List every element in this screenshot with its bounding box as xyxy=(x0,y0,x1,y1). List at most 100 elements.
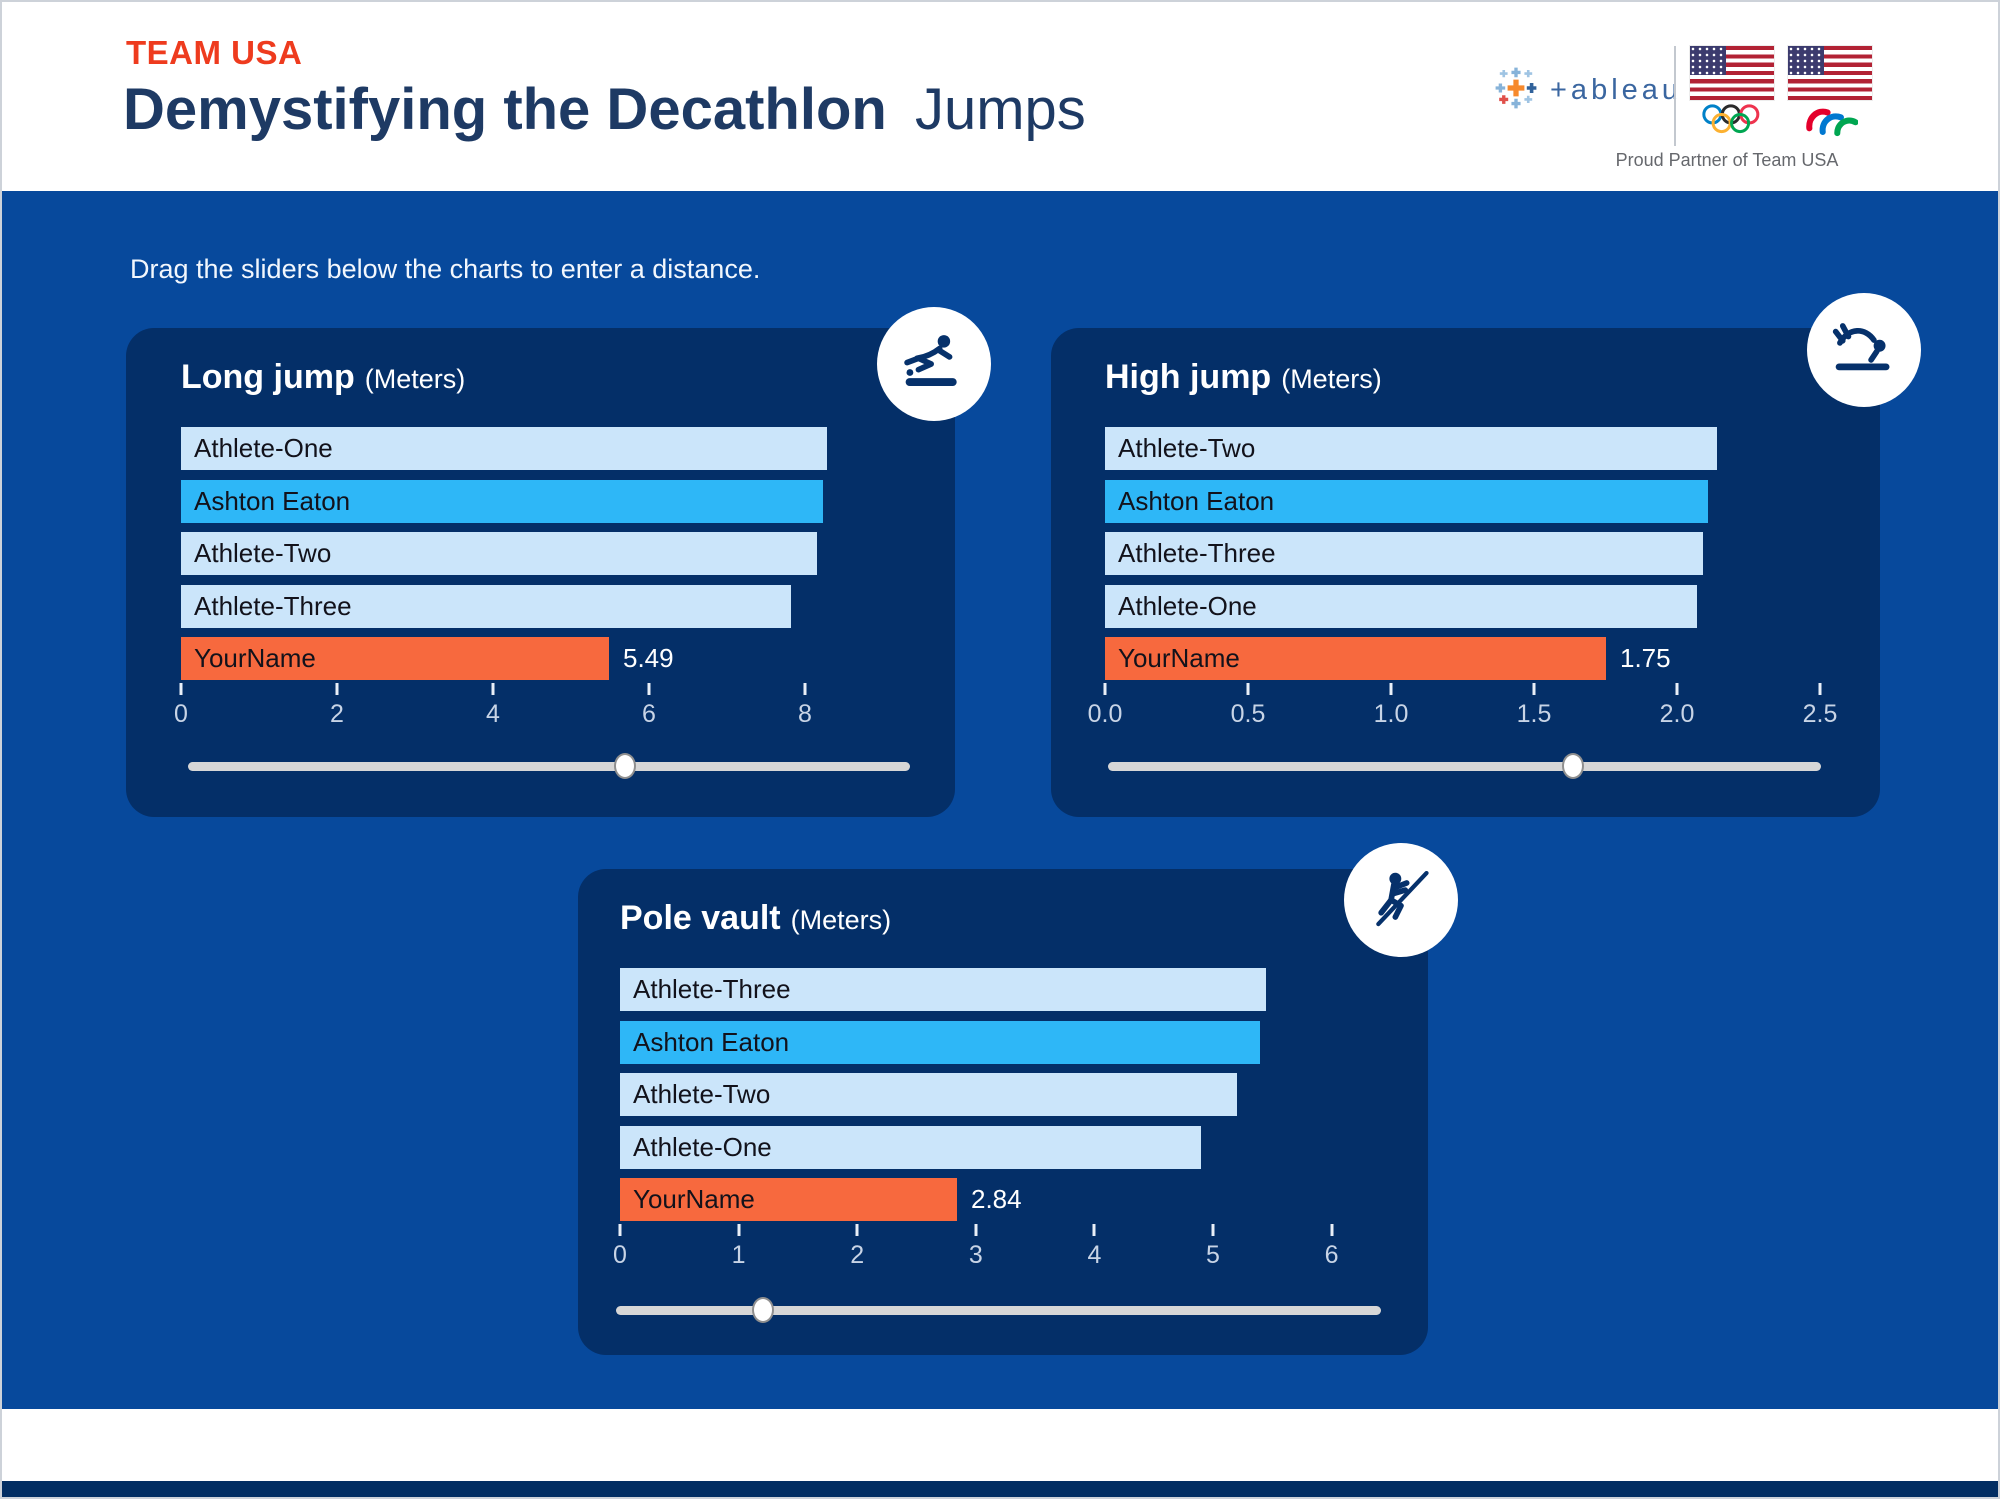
axis-tick xyxy=(1675,683,1679,695)
axis-tick xyxy=(179,683,183,695)
axis-tick xyxy=(1103,683,1107,695)
axis-tick-label: 2 xyxy=(330,700,344,728)
axis-tick-label: 6 xyxy=(642,700,656,728)
axis-tick xyxy=(974,1224,978,1236)
header: TEAM USA Demystifying the Decathlon Jump… xyxy=(2,2,1998,191)
distance-slider-track[interactable] xyxy=(616,1306,1381,1315)
bar-label: Athlete-Three xyxy=(1118,538,1276,568)
axis-tick-label: 0.5 xyxy=(1230,700,1266,728)
bottom-strip xyxy=(2,1481,1998,1497)
tableau-wordmark: +ableau xyxy=(1550,74,1683,106)
axis-tick xyxy=(737,1224,741,1236)
distance-slider-thumb[interactable] xyxy=(752,1297,774,1323)
bar-athlete-one[interactable]: Athlete-One xyxy=(620,1126,1201,1169)
distance-slider-track[interactable] xyxy=(188,762,910,771)
bar-label: YourName xyxy=(194,643,316,673)
axis-tick xyxy=(1330,1224,1334,1236)
tableau-glyph-icon xyxy=(1495,67,1537,109)
page-title-main: Demystifying the Decathlon xyxy=(123,77,887,142)
bar-athlete-one[interactable]: Athlete-One xyxy=(1105,585,1697,628)
header-kicker: TEAM USA xyxy=(126,34,303,71)
axis-tick-label: 0.0 xyxy=(1087,700,1123,728)
axis-tick xyxy=(335,683,339,695)
chart-title-text: Pole vault xyxy=(620,899,781,937)
axis-tick-label: 6 xyxy=(1324,1241,1339,1269)
bar-label: Ashton Eaton xyxy=(633,1027,790,1057)
olympic-rings-icon xyxy=(1702,104,1760,134)
long-jump-badge xyxy=(877,307,991,421)
bar-athlete-one[interactable]: Athlete-One xyxy=(181,427,827,470)
axis-tick xyxy=(618,1224,622,1236)
bar-label: YourName xyxy=(1118,643,1240,673)
bar-athlete-two[interactable]: Athlete-Two xyxy=(181,532,817,575)
high-jump-badge xyxy=(1807,293,1921,407)
axis-tick-label: 0 xyxy=(174,700,188,728)
axis-tick xyxy=(491,683,495,695)
long-jumper-icon xyxy=(904,335,957,386)
axis-tick-label: 2.0 xyxy=(1659,700,1695,728)
axis-tick-label: 1.5 xyxy=(1516,700,1552,728)
chart-title-text: Long jump xyxy=(181,358,355,396)
distance-slider-track[interactable] xyxy=(1108,762,1821,771)
chart-title: High jump (Meters) xyxy=(1105,358,1382,397)
axis-tick-label: 1.0 xyxy=(1373,700,1409,728)
bar-athlete-two[interactable]: Athlete-Two xyxy=(1105,427,1717,470)
bar-label: Athlete-One xyxy=(1118,591,1257,621)
high-jump-plot: Athlete-Two Ashton Eaton Athlete-Three Athl… xyxy=(1051,328,1880,817)
bar-ashton eaton[interactable]: Ashton Eaton xyxy=(181,480,823,523)
long-jump-plot: Athlete-One Ashton Eaton Athlete-Two Athlet… xyxy=(126,328,955,817)
axis-tick-label: 2.5 xyxy=(1802,700,1838,728)
bar-athlete-three[interactable]: Athlete-Three xyxy=(181,585,791,628)
bar-value-label: 1.75 xyxy=(1620,643,1671,673)
bar-yourname[interactable]: YourName xyxy=(181,637,609,680)
bar-label: Athlete-Two xyxy=(194,538,332,568)
bar-label: Athlete-One xyxy=(633,1132,772,1162)
bar-athlete-three[interactable]: Athlete-Three xyxy=(620,968,1266,1011)
footer: +ableau from Salesforce ‹ Details Track … xyxy=(2,1409,1998,1481)
logo-divider xyxy=(1674,46,1676,146)
distance-slider-thumb[interactable] xyxy=(1562,753,1584,779)
bar-label: Athlete-Three xyxy=(194,591,352,621)
bar-label: Athlete-Two xyxy=(633,1079,771,1109)
pole-vaulter-icon xyxy=(1376,870,1429,927)
instruction-text: Drag the sliders below the charts to ent… xyxy=(130,254,761,284)
chart-unit: (Meters) xyxy=(364,364,466,394)
axis-tick xyxy=(1246,683,1250,695)
distance-slider-thumb[interactable] xyxy=(614,753,636,779)
us-flag-paralympic xyxy=(1788,46,1872,100)
axis-tick-label: 1 xyxy=(731,1241,746,1269)
bar-yourname[interactable]: YourName xyxy=(620,1178,957,1221)
axis-tick xyxy=(1532,683,1536,695)
high-jumper-icon xyxy=(1832,323,1890,371)
chart-unit: (Meters) xyxy=(790,905,892,935)
bar-ashton eaton[interactable]: Ashton Eaton xyxy=(620,1021,1260,1064)
page-title: Demystifying the Decathlon Jumps xyxy=(123,76,1086,143)
bar-value-label: 5.49 xyxy=(623,643,674,673)
bar-label: Athlete-One xyxy=(194,433,333,463)
axis-tick xyxy=(803,683,807,695)
bar-label: Ashton Eaton xyxy=(194,486,351,516)
pole-vault-plot: Athlete-Three Ashton Eaton Athlete-Two Athl… xyxy=(578,869,1428,1355)
bar-athlete-three[interactable]: Athlete-Three xyxy=(1105,532,1703,575)
chart-card-long-jump: Long jump (Meters) Athlete-One Ashton Eato… xyxy=(126,328,955,817)
axis-tick-label: 8 xyxy=(798,700,812,728)
bar-ashton eaton[interactable]: Ashton Eaton xyxy=(1105,480,1708,523)
axis-tick xyxy=(1092,1224,1096,1236)
bar-athlete-two[interactable]: Athlete-Two xyxy=(620,1073,1237,1116)
axis-tick-label: 4 xyxy=(1087,1241,1102,1269)
bar-label: Ashton Eaton xyxy=(1118,486,1275,516)
axis-tick-label: 3 xyxy=(968,1241,983,1269)
axis-tick-label: 0 xyxy=(613,1241,627,1269)
bar-label: Athlete-Three xyxy=(633,974,791,1004)
paralympic-agitos-icon xyxy=(1806,108,1858,137)
bar-yourname[interactable]: YourName xyxy=(1105,637,1606,680)
pole-vault-badge xyxy=(1344,843,1458,957)
chart-unit: (Meters) xyxy=(1281,364,1382,394)
chart-title: Long jump (Meters) xyxy=(181,358,465,397)
partner-note: Proud Partner of Team USA xyxy=(1615,150,1839,170)
bar-label: Athlete-Two xyxy=(1118,433,1256,463)
page-title-suffix: Jumps xyxy=(914,77,1086,142)
axis-tick xyxy=(647,683,651,695)
axis-tick-label: 5 xyxy=(1206,1241,1220,1269)
